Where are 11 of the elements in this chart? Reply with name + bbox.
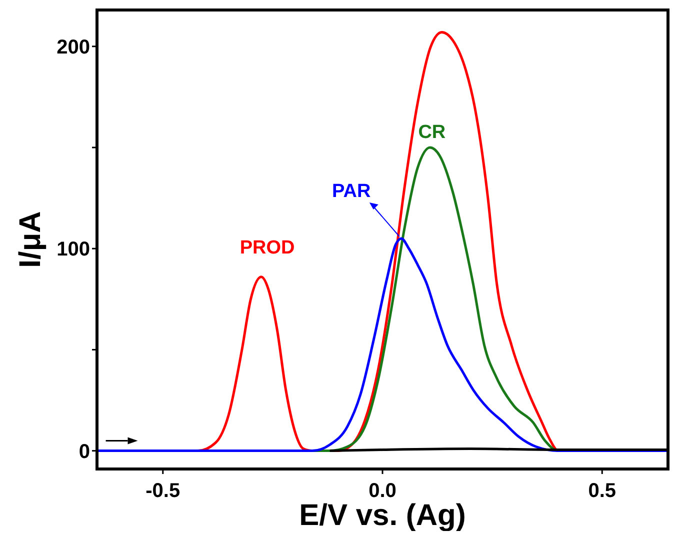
x-axis-title: E/V vs. (Ag)	[299, 499, 466, 532]
x-tick-label: -0.5	[146, 480, 180, 502]
annotation: CR	[418, 122, 446, 144]
x-tick-label: 0.0	[368, 480, 396, 502]
x-tick-label: 0.5	[588, 480, 616, 502]
y-tick-label: 200	[56, 36, 90, 58]
annotation: PAR	[332, 181, 372, 202]
y-axis-title: I/μA	[14, 211, 47, 268]
y-tick-label: 100	[56, 238, 90, 261]
annotation: PROD	[240, 238, 295, 259]
y-tick-label: 0	[78, 440, 90, 463]
